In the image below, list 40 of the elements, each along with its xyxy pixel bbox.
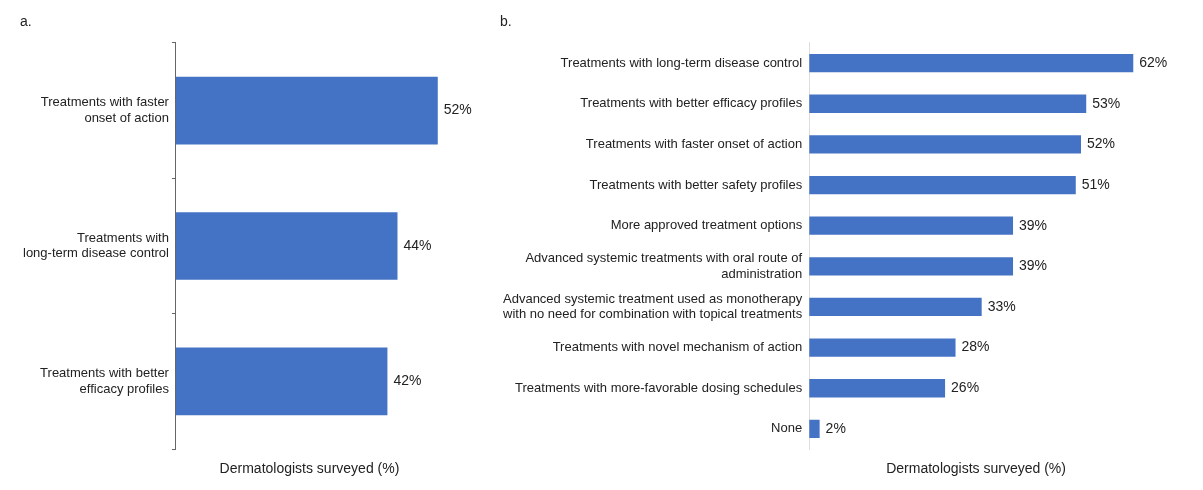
y-tick-label: Advanced systemic treatments with oral route of administration <box>525 250 803 281</box>
x-axis-title: Dermatologists surveyed (%) <box>886 460 1066 477</box>
y-tick-label: Advanced systemic treatment used as monotherapy with no need for combination with topical treatments <box>501 290 803 322</box>
text: b. <box>500 13 512 30</box>
data-label: 44% <box>403 236 432 253</box>
y-tick-label: Treatments with more-favorable dosing schedules <box>515 379 803 395</box>
y-tick-label: Treatments with long-term disease control <box>22 229 170 261</box>
data-label: 53% <box>1092 94 1121 111</box>
bar <box>809 338 956 357</box>
y-tick-label: Treatments with faster onset of action <box>585 135 803 151</box>
bar <box>809 216 1014 235</box>
bar <box>809 135 1081 154</box>
bar <box>809 175 1076 195</box>
y-tick-label: None <box>771 420 803 436</box>
y-tick-label: Treatments with long-term disease control <box>560 54 803 70</box>
bar <box>809 419 820 439</box>
data-label: 51% <box>1081 175 1110 192</box>
bar <box>809 379 946 398</box>
y-tick-label: Treatments with better efficacy profiles <box>40 365 170 396</box>
bar <box>809 297 982 317</box>
y-tick-label: Treatments with better efficacy profiles <box>580 95 803 111</box>
data-label: 42% <box>393 372 422 389</box>
bar <box>809 94 1087 113</box>
y-tick-label: Treatments with faster onset of action <box>40 94 170 125</box>
y-tick-label: Treatments with better safety profiles <box>589 176 803 192</box>
bar <box>809 257 1014 276</box>
data-label: 28% <box>961 338 990 355</box>
y-tick-label: More approved treatment options <box>610 217 803 233</box>
x-axis-title: Dermatologists surveyed (%) <box>219 460 400 477</box>
bar <box>809 53 1134 73</box>
data-label: 39% <box>1019 216 1048 233</box>
y-tick-label: Treatments with novel mechanism of action <box>552 339 803 355</box>
data-label: 2% <box>825 419 846 436</box>
data-label: 52% <box>1087 135 1116 152</box>
data-label: 39% <box>1019 257 1048 274</box>
data-label: 52% <box>443 101 472 118</box>
data-label: 33% <box>987 297 1016 314</box>
data-label: 62% <box>1139 53 1168 70</box>
data-label: 26% <box>951 379 980 396</box>
text: a. <box>20 13 32 30</box>
